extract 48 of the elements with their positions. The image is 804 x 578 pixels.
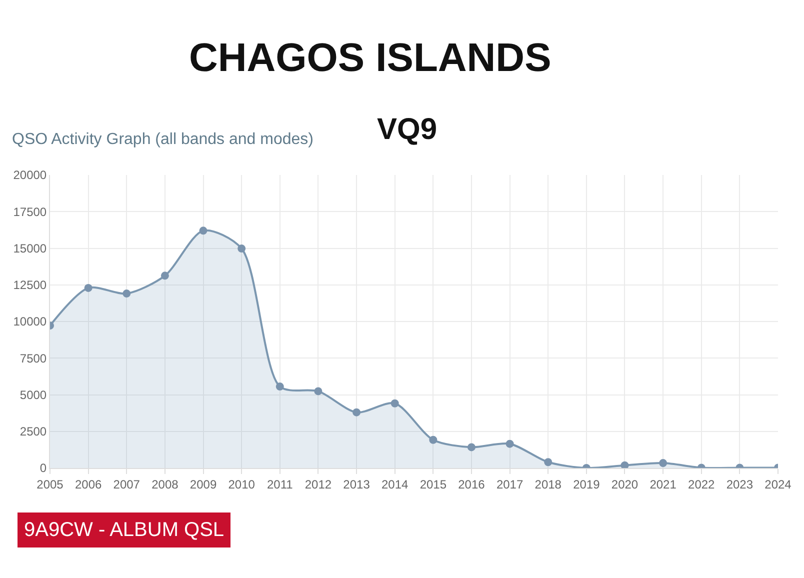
x-tick-label: 2015 <box>420 477 447 492</box>
x-tick-label: 2024 <box>764 477 792 492</box>
point <box>620 461 629 468</box>
x-tick-label: 2018 <box>534 477 562 492</box>
point <box>314 387 322 396</box>
y-tick-label: 15000 <box>13 241 47 256</box>
x-tick-label: 2021 <box>650 477 677 492</box>
y-tick-label: 20000 <box>13 168 47 182</box>
chart-subtitle: VQ9 <box>377 113 438 146</box>
point <box>122 290 131 298</box>
point <box>429 436 438 444</box>
x-tick-label: 2012 <box>304 477 332 492</box>
point <box>199 226 208 235</box>
point <box>352 408 361 416</box>
point <box>84 284 92 292</box>
y-tick-label: 0 <box>40 461 47 476</box>
x-tick-label: 2007 <box>113 477 140 492</box>
text: QSO Activity Graph (all bands and modes) <box>12 131 314 148</box>
y-tick-label: 17500 <box>13 204 47 219</box>
x-tick-label: 2023 <box>726 477 754 492</box>
x-tick-label: 2010 <box>228 477 256 492</box>
x-tick-label: 2019 <box>573 477 600 492</box>
y-tick-label: 12500 <box>13 278 47 292</box>
point <box>506 440 514 448</box>
y-tick-label: 2500 <box>20 424 47 439</box>
x-tick-label: 2009 <box>190 477 217 492</box>
point <box>659 459 668 468</box>
x-tick-label: 2016 <box>458 477 486 492</box>
y-tick-label: 5000 <box>20 388 47 402</box>
x-tick-label: 2006 <box>74 477 102 492</box>
point <box>390 399 399 408</box>
x-tick-label: 2014 <box>381 477 409 492</box>
point <box>467 443 476 452</box>
chart-title: CHAGOS ISLANDS <box>189 36 552 80</box>
y-tick-label: 10000 <box>13 314 47 329</box>
point <box>238 244 246 253</box>
x-tick-label: 2022 <box>688 477 716 492</box>
point <box>276 382 284 391</box>
x-tick-label: 2013 <box>343 477 370 492</box>
y-tick-label: 7500 <box>20 351 47 366</box>
x-tick-label: 2017 <box>496 477 524 492</box>
point <box>160 272 169 280</box>
x-tick-label: 2005 <box>36 477 64 492</box>
text: 9A9CW - ALBUM QSL <box>24 519 224 541</box>
x-tick-label: 2020 <box>611 477 638 492</box>
x-tick-label: 2011 <box>266 477 294 492</box>
x-tick-label: 2008 <box>152 477 179 492</box>
point <box>544 458 552 466</box>
